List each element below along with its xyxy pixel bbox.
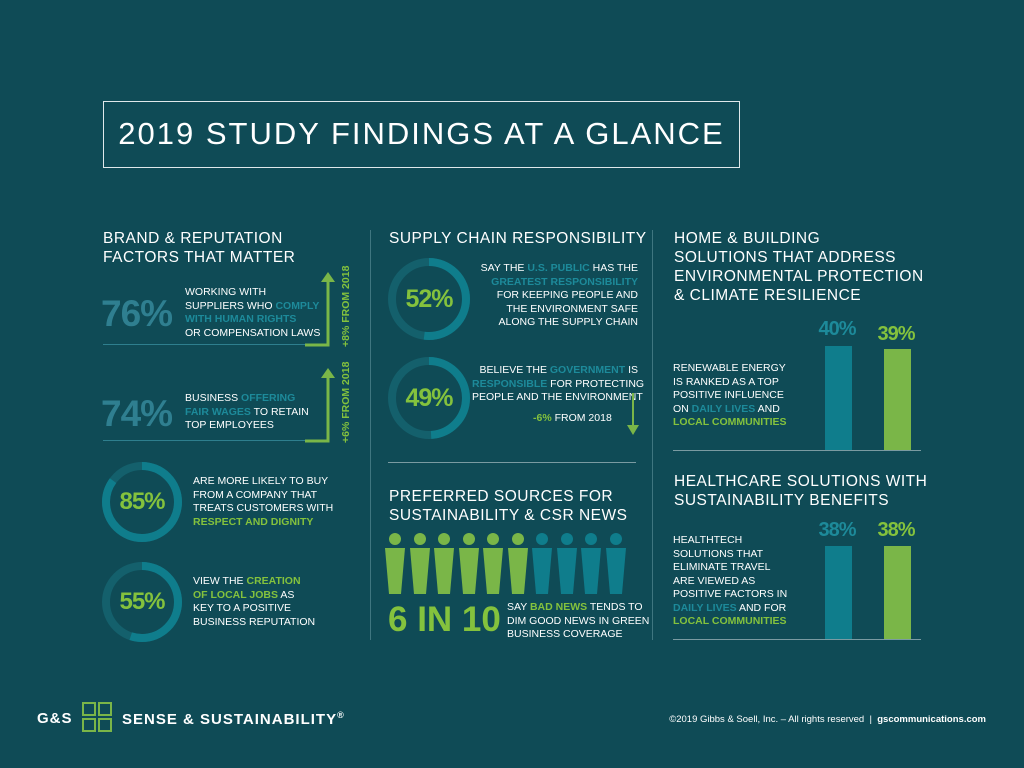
down-arrow-icon bbox=[627, 393, 639, 435]
title-box: 2019 STUDY FINDINGS AT A GLANCE bbox=[103, 101, 740, 168]
home-text: RENEWABLE ENERGY IS RANKED AS A TOP POSI… bbox=[673, 362, 787, 428]
home-bar1-label: 40% bbox=[818, 318, 856, 340]
home-bar-1 bbox=[825, 346, 852, 450]
health-baseline bbox=[673, 639, 921, 640]
home-heading: HOME & BUILDING SOLUTIONS THAT ADDRESS E… bbox=[674, 230, 924, 304]
supply-divider bbox=[388, 462, 636, 463]
column-divider-1 bbox=[370, 230, 371, 640]
person-icon-3 bbox=[434, 533, 454, 594]
up-arrow-icon-2 bbox=[305, 368, 335, 443]
supply-heading: SUPPLY CHAIN RESPONSIBILITY bbox=[389, 230, 647, 247]
brand-stat3-text: ARE MORE LIKELY TO BUY FROM A COMPANY TH… bbox=[193, 475, 334, 528]
brand-stat1-text: WORKING WITH SUPPLIERS WHO COMPLY WITH H… bbox=[185, 286, 321, 339]
person-icon-6 bbox=[507, 533, 528, 594]
brand-stat4-ring bbox=[102, 562, 182, 642]
health-bar1-label: 38% bbox=[818, 519, 856, 541]
person-icon-8 bbox=[556, 533, 577, 594]
brand-stat1-change: +8% FROM 2018 bbox=[340, 265, 352, 347]
person-icon-5 bbox=[483, 533, 503, 594]
page-title: 2019 STUDY FINDINGS AT A GLANCE bbox=[118, 116, 725, 151]
column-divider-2 bbox=[652, 230, 653, 640]
brand-stat3-ring bbox=[102, 462, 182, 542]
sources-heading: PREFERRED SOURCES FOR SUSTAINABILITY & C… bbox=[389, 488, 628, 524]
supply-stat2-change: -6% FROM 2018 bbox=[533, 412, 612, 424]
home-baseline bbox=[673, 450, 921, 451]
up-arrow-icon bbox=[305, 272, 335, 347]
supply-stat1-pct: 52% bbox=[405, 285, 453, 313]
brand-stat2-pct: 74% bbox=[101, 393, 173, 434]
health-text: HEALTHTECH SOLUTIONS THAT ELIMINATE TRAV… bbox=[673, 534, 788, 627]
brand-stat4-pct: 55% bbox=[119, 588, 165, 615]
brand-stat1-underline bbox=[103, 344, 326, 345]
supply-stat1-text: SAY THE U.S. PUBLIC HAS THE GREATEST RES… bbox=[480, 262, 638, 328]
person-icon-4 bbox=[458, 533, 479, 594]
brand-stat3-pct: 85% bbox=[119, 488, 165, 515]
brand-heading: BRAND & REPUTATION FACTORS THAT MATTER bbox=[103, 230, 296, 266]
person-icon-2 bbox=[409, 533, 430, 594]
person-icon-9 bbox=[581, 533, 601, 594]
person-icon-7 bbox=[532, 533, 552, 594]
brand-stat2-change: +6% FROM 2018 bbox=[340, 361, 352, 443]
footer-logo-right: SENSE & SUSTAINABILITY® bbox=[122, 710, 345, 728]
home-bar2-label: 39% bbox=[877, 323, 915, 345]
people-row bbox=[384, 532, 636, 594]
brand-stat2-underline bbox=[103, 440, 326, 441]
home-bar-2 bbox=[884, 348, 911, 450]
supply-stat2-pct: 49% bbox=[405, 384, 453, 412]
supply-stat1-ring bbox=[388, 258, 470, 340]
supply-stat2-ring bbox=[388, 357, 470, 439]
brand-stat4-text: VIEW THE CREATION OF LOCAL JOBS AS KEY T… bbox=[193, 575, 316, 628]
footer-logo-left: G&S bbox=[37, 710, 73, 727]
brand-stat1-pct: 76% bbox=[101, 293, 173, 334]
supply-stat2-text: BELIEVE THE GOVERNMENT IS RESPONSIBLE FO… bbox=[472, 364, 645, 403]
brand-stat2-text: BUSINESS OFFERING FAIR WAGES TO RETAIN T… bbox=[185, 392, 309, 431]
person-icon-10 bbox=[605, 533, 626, 594]
sources-stat: 6 IN 10 bbox=[388, 600, 501, 639]
health-bar-2 bbox=[884, 545, 911, 639]
person-icon-1 bbox=[385, 533, 405, 594]
logo-squares-icon bbox=[82, 702, 112, 732]
health-bar2-label: 38% bbox=[877, 519, 915, 541]
footer-copyright: ©2019 Gibbs & Soell, Inc. – All rights r… bbox=[669, 714, 986, 725]
sources-text: SAY BAD NEWS TENDS TO DIM GOOD NEWS IN G… bbox=[507, 601, 650, 640]
health-bar-1 bbox=[825, 545, 852, 639]
health-heading: HEALTHCARE SOLUTIONS WITH SUSTAINABILITY… bbox=[674, 473, 928, 509]
